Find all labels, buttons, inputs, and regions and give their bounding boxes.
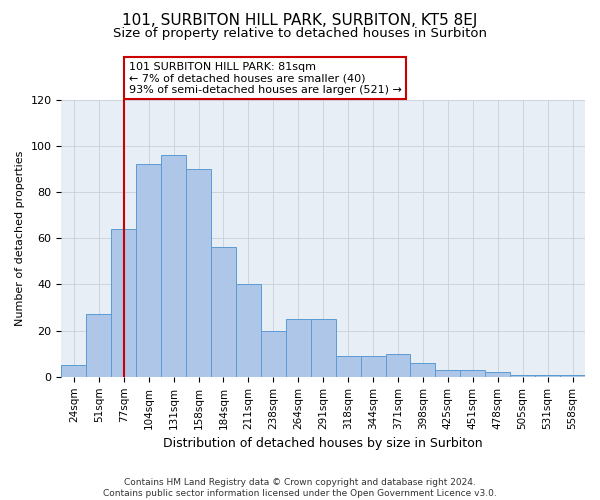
Bar [485, 372, 510, 377]
Bar [335, 356, 361, 377]
Bar [211, 248, 236, 377]
Bar [436, 370, 460, 377]
Bar [311, 319, 335, 377]
Bar [510, 374, 535, 377]
Bar [136, 164, 161, 377]
Bar [261, 330, 286, 377]
X-axis label: Distribution of detached houses by size in Surbiton: Distribution of detached houses by size … [163, 437, 483, 450]
Bar [286, 319, 311, 377]
Bar [236, 284, 261, 377]
Bar [61, 366, 86, 377]
Bar [535, 374, 560, 377]
Bar [111, 229, 136, 377]
Bar [386, 354, 410, 377]
Bar [186, 169, 211, 377]
Text: 101 SURBITON HILL PARK: 81sqm
← 7% of detached houses are smaller (40)
93% of se: 101 SURBITON HILL PARK: 81sqm ← 7% of de… [129, 62, 401, 95]
Y-axis label: Number of detached properties: Number of detached properties [15, 150, 25, 326]
Text: 101, SURBITON HILL PARK, SURBITON, KT5 8EJ: 101, SURBITON HILL PARK, SURBITON, KT5 8… [122, 12, 478, 28]
Bar [161, 155, 186, 377]
Text: Size of property relative to detached houses in Surbiton: Size of property relative to detached ho… [113, 28, 487, 40]
Bar [361, 356, 386, 377]
Bar [460, 370, 485, 377]
Bar [86, 314, 111, 377]
Bar [410, 363, 436, 377]
Bar [560, 374, 585, 377]
Text: Contains HM Land Registry data © Crown copyright and database right 2024.
Contai: Contains HM Land Registry data © Crown c… [103, 478, 497, 498]
